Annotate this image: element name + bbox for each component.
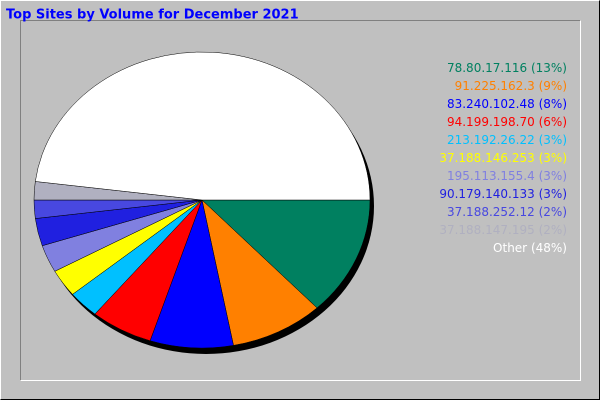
legend-label: 195.113.155.4 — [447, 169, 535, 183]
legend-entry: 37.188.147.195 (2%) — [439, 223, 567, 237]
legend-value: (3%) — [539, 133, 567, 147]
pie-slice — [201, 199, 371, 309]
panel-dark — [20, 20, 581, 381]
legend-value: (8%) — [539, 97, 567, 111]
legend-value: (3%) — [539, 187, 567, 201]
legend-label: 37.188.147.195 — [439, 223, 534, 237]
legend-entry: 213.192.26.22 (3%) — [447, 133, 567, 147]
legend-value: (9%) — [539, 79, 567, 93]
legend-label: 90.179.140.133 — [439, 187, 534, 201]
legend-label: Other — [493, 241, 527, 255]
legend-entry: 195.113.155.4 (3%) — [447, 169, 567, 183]
legend-value: (2%) — [539, 205, 567, 219]
legend-label: 37.188.146.253 — [439, 151, 534, 165]
pie-slice — [201, 199, 318, 346]
panel-light — [20, 20, 581, 381]
legend-entry: 90.179.140.133 (3%) — [439, 187, 567, 201]
legend-label: 91.225.162.3 — [455, 79, 535, 93]
legend: 78.80.17.116 (13%) 91.225.162.3 (9%) 83.24… — [439, 61, 567, 255]
legend-value: (2%) — [539, 223, 567, 237]
legend-label: 78.80.17.116 — [447, 61, 527, 75]
legend-entry: 83.240.102.48 (8%) — [447, 97, 567, 111]
legend-value: (48%) — [531, 241, 567, 255]
chart-title: Top Sites by Volume for December 2021 — [6, 8, 299, 23]
pie — [33, 51, 371, 349]
legend-entry: Other (48%) — [493, 241, 567, 255]
legend-value: (3%) — [539, 169, 567, 183]
legend-value: (13%) — [531, 61, 567, 75]
legend-value: (6%) — [539, 115, 567, 129]
legend-label: 213.192.26.22 — [447, 133, 535, 147]
legend-entry: 37.188.252.12 (2%) — [447, 205, 567, 219]
legend-label: 83.240.102.48 — [447, 97, 535, 111]
pie-slice — [35, 51, 371, 201]
legend-label: 37.188.252.12 — [447, 205, 535, 219]
legend-entry: 94.199.198.70 (6%) — [447, 115, 567, 129]
legend-value: (3%) — [539, 151, 567, 165]
legend-entry: 37.188.146.253 (3%) — [439, 151, 567, 165]
legend-entry: 91.225.162.3 (9%) — [455, 79, 567, 93]
legend-label: 94.199.198.70 — [447, 115, 535, 129]
legend-entry: 78.80.17.116 (13%) — [447, 61, 567, 75]
